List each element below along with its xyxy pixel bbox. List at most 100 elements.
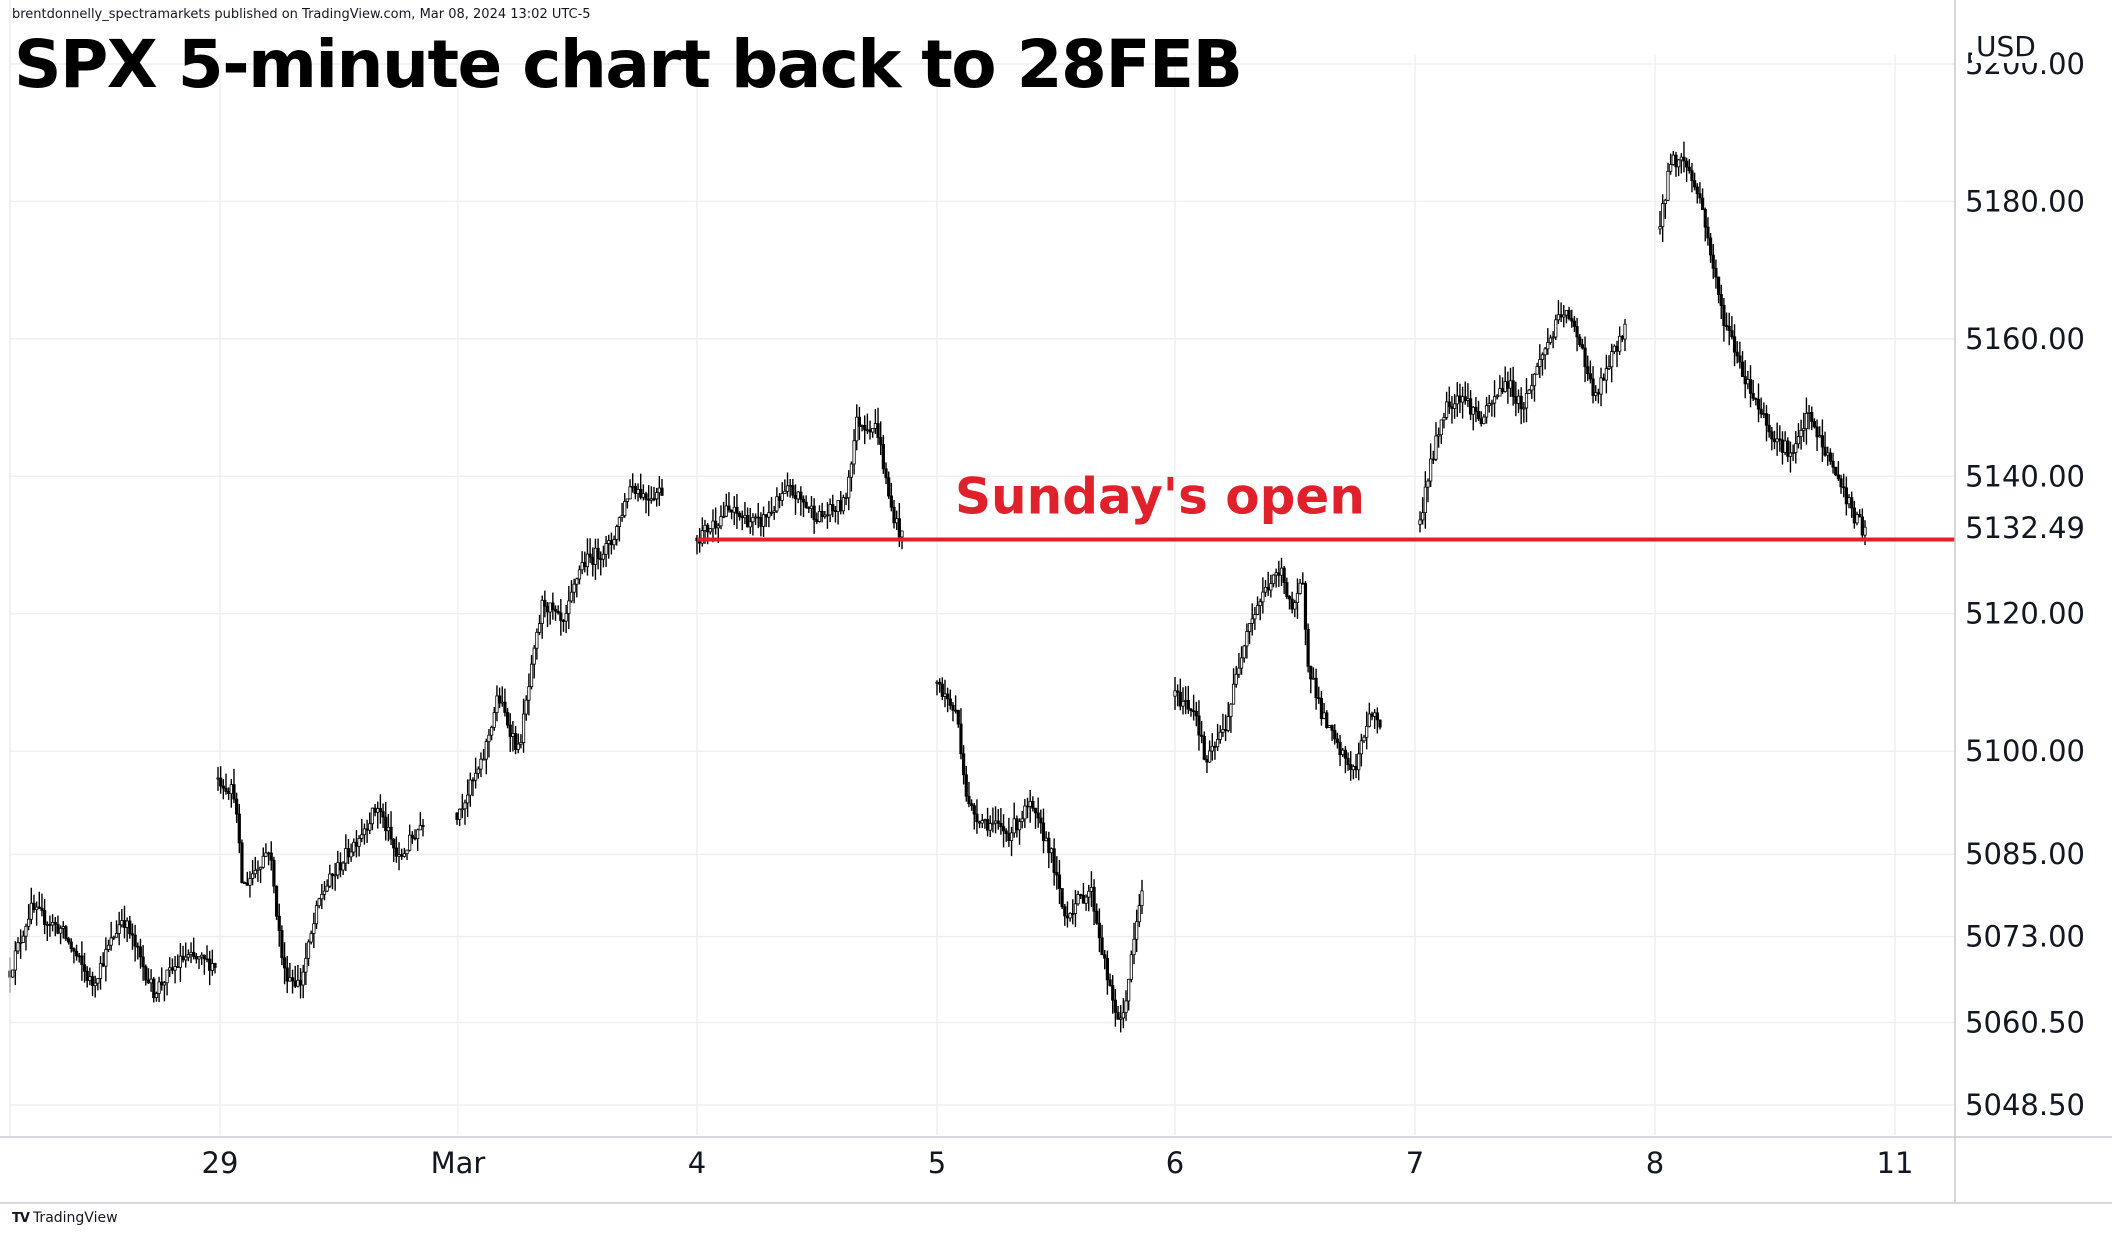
currency-label[interactable]: USD — [1972, 30, 2040, 63]
candle-body — [490, 726, 494, 736]
candle-body — [1274, 572, 1278, 576]
candle-body — [1097, 922, 1102, 939]
candle-body — [561, 620, 566, 622]
candle-body — [1351, 766, 1355, 771]
candle-body — [1831, 460, 1835, 468]
candle-body — [1799, 429, 1803, 437]
candle-body — [370, 807, 375, 825]
candle-body — [365, 828, 369, 831]
candle-body — [192, 951, 196, 957]
candle-body — [264, 852, 268, 857]
candle-body — [970, 803, 974, 807]
candle-body — [596, 547, 600, 560]
candle-body — [1293, 602, 1297, 610]
candle-body — [767, 512, 771, 518]
candle-body — [1548, 337, 1553, 343]
candle-body — [593, 547, 598, 565]
candle-body — [820, 510, 824, 518]
candle-body — [748, 521, 752, 528]
candle-body — [828, 504, 832, 516]
candle-body — [1017, 821, 1022, 831]
candle-body — [1247, 623, 1252, 632]
candle-body — [551, 602, 555, 610]
candle-body — [1373, 712, 1377, 717]
candle-body — [1583, 347, 1587, 368]
candle-body — [1724, 325, 1729, 327]
candle-body — [149, 978, 153, 984]
candle-body — [1087, 890, 1091, 898]
candle-body — [1421, 512, 1425, 521]
candle-body — [1132, 938, 1136, 956]
candle-body — [165, 969, 169, 984]
candle-body — [136, 945, 140, 948]
candle-body — [1591, 378, 1595, 396]
candle-body — [1850, 497, 1854, 509]
candle-body — [245, 882, 249, 886]
candle-body — [463, 802, 467, 810]
candle-body — [977, 821, 982, 824]
candle-body — [219, 777, 223, 787]
candle-body — [1073, 903, 1078, 914]
candle-body — [719, 516, 723, 527]
candle-body — [500, 701, 504, 704]
candle-body — [1751, 393, 1755, 399]
x-axis[interactable]: 29 Mar 4 5 6 7 8 11 — [202, 1146, 1914, 1180]
candle-body — [1223, 729, 1228, 731]
candle-body — [35, 906, 39, 910]
candle-body — [849, 463, 854, 478]
candle-body — [1057, 874, 1062, 889]
candle-body — [785, 485, 790, 492]
candle-body — [53, 922, 57, 925]
candle-body — [1663, 199, 1667, 204]
candle-body — [1311, 677, 1316, 680]
candle-body — [314, 905, 319, 925]
candle-body — [649, 498, 653, 501]
candle-body — [1503, 381, 1507, 392]
candle-body — [1572, 320, 1577, 327]
candle-body — [881, 444, 885, 470]
candle-body — [301, 971, 305, 986]
candle-body — [1775, 438, 1779, 443]
candle-body — [258, 866, 263, 870]
candle-body — [21, 935, 25, 943]
candle-body — [1804, 413, 1809, 430]
candle-body — [585, 553, 590, 568]
candle-body — [1242, 645, 1246, 659]
candle-body — [1748, 379, 1753, 394]
candle-body — [152, 978, 156, 999]
candle-body — [988, 823, 992, 831]
y-axis[interactable]: 5048.50 5060.50 5073.00 5085.00 5100.00 5120.… — [1965, 47, 2085, 1122]
candle-body — [320, 893, 324, 900]
candle-body — [37, 906, 41, 909]
candle-body — [1586, 366, 1590, 375]
candle-body — [868, 429, 872, 433]
candle-body — [535, 631, 539, 649]
x-tick-label: 4 — [688, 1146, 706, 1180]
candle-body — [972, 805, 976, 815]
candle-body — [1121, 1012, 1125, 1019]
candle-body — [756, 516, 760, 519]
candle-body — [1847, 497, 1851, 505]
candle-body — [1261, 591, 1265, 603]
candle-body — [1036, 812, 1040, 819]
candle-body — [416, 829, 420, 839]
candle-body — [1378, 719, 1382, 728]
candle-body — [98, 963, 103, 979]
candle-body — [69, 941, 73, 950]
candle-body — [1282, 567, 1286, 583]
tradingview-brand[interactable]: TV TradingView — [12, 1210, 118, 1226]
candle-body — [1359, 740, 1363, 755]
candle-body — [641, 493, 645, 498]
candle-body — [1770, 431, 1774, 440]
candle-body — [237, 813, 241, 844]
candle-body — [1095, 910, 1099, 924]
candle-body — [1418, 519, 1422, 525]
candle-body — [479, 758, 483, 770]
candle-body — [1335, 738, 1340, 743]
candle-body — [125, 920, 129, 928]
candle-body — [1687, 166, 1691, 172]
candle-body — [817, 510, 822, 522]
candle-body — [112, 936, 116, 939]
candle-body — [1325, 712, 1329, 728]
